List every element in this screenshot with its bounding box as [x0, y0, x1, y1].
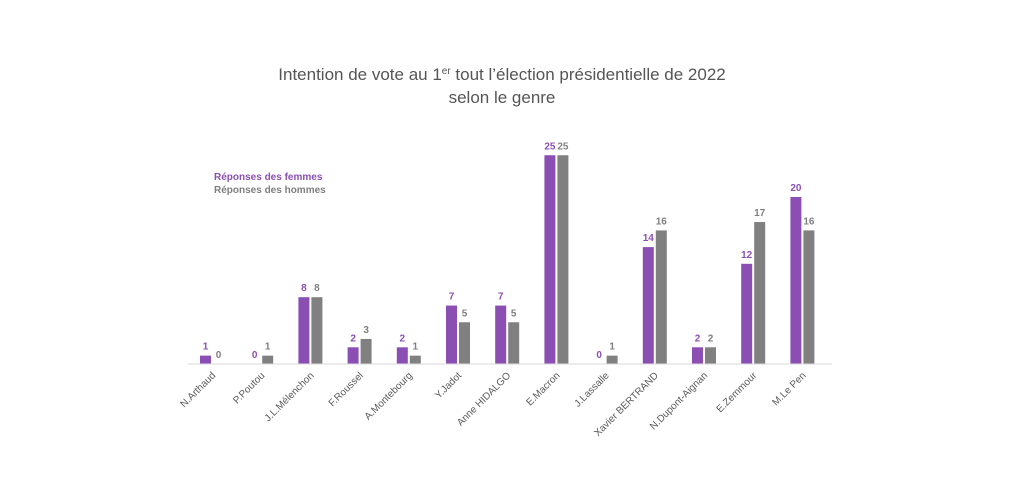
data-label-hommes-n-dupont-aignan: 2 — [708, 333, 714, 344]
legend: Réponses des femmes Réponses des hommes — [214, 171, 326, 197]
bar-femmes-y-jadot — [446, 305, 457, 364]
bar-femmes-e-macron — [544, 155, 556, 364]
data-label-hommes-e-macron: 25 — [557, 141, 569, 152]
bar-femmes-n-dupont-aignan — [692, 347, 703, 364]
x-tick-label-e-macron: E.Macron — [524, 370, 562, 408]
x-tick-label-e-zemmour: E.Zemmour — [715, 370, 760, 415]
data-label-hommes-m-le-pen: 16 — [803, 216, 815, 227]
bar-femmes-f-roussel — [347, 347, 359, 364]
x-tick-label-anne-hidalgo: Anne HIDALGO — [455, 370, 513, 428]
x-tick-label-p-poutou: P.Poutou — [231, 370, 267, 406]
data-label-femmes-p-poutou: 0 — [252, 350, 258, 361]
data-label-hommes-anne-hidalgo: 5 — [511, 308, 517, 319]
bar-hommes-p-poutou — [262, 355, 274, 364]
data-label-hommes-y-jadot: 5 — [462, 308, 468, 319]
bar-hommes-xavier-bertrand — [655, 230, 667, 364]
bar-femmes-e-zemmour — [741, 263, 753, 364]
data-label-femmes-f-roussel: 2 — [350, 333, 356, 344]
bar-hommes-anne-hidalgo — [508, 322, 520, 364]
data-label-hommes-e-zemmour: 17 — [754, 208, 766, 219]
x-tick-label-m-le-pen: M.Le Pen — [770, 370, 808, 408]
bar-hommes-e-zemmour — [754, 222, 766, 364]
bar-hommes-y-jadot — [459, 322, 470, 364]
data-label-femmes-e-zemmour: 12 — [741, 250, 753, 261]
bar-hommes-e-macron — [557, 155, 569, 364]
data-label-hommes-a-montebourg: 1 — [413, 342, 419, 353]
data-label-femmes-n-dupont-aignan: 2 — [695, 333, 701, 344]
bar-femmes-m-le-pen — [790, 197, 802, 364]
title-text-part-1: Intention de vote au 1 — [278, 65, 442, 84]
data-label-hommes-p-poutou: 1 — [265, 342, 271, 353]
bar-hommes-m-le-pen — [803, 230, 815, 364]
chart-title-line-1: Intention de vote au 1er tout l’élection… — [0, 60, 1004, 86]
data-label-femmes-j-lassalle: 0 — [596, 350, 602, 361]
chart-title-line-2: selon le genre — [448, 88, 556, 107]
x-tick-label-y-jadot: Y.Jadot — [433, 370, 464, 401]
data-label-femmes-y-jadot: 7 — [449, 292, 455, 303]
bar-hommes-n-dupont-aignan — [705, 347, 716, 364]
data-label-femmes-e-macron: 25 — [544, 141, 556, 152]
data-label-femmes-j-l-melenchon: 8 — [301, 283, 307, 294]
x-tick-label-n-arthaud: N.Arthaud — [179, 370, 219, 410]
data-label-femmes-n-arthaud: 1 — [203, 342, 209, 353]
bar-hommes-f-roussel — [360, 338, 372, 364]
data-label-hommes-n-arthaud: 0 — [216, 350, 222, 361]
title-superscript: er — [441, 66, 451, 77]
bar-hommes-j-l-melenchon — [311, 297, 323, 364]
data-label-hommes-j-l-melenchon: 8 — [314, 283, 320, 294]
bar-hommes-a-montebourg — [409, 355, 421, 364]
bar-femmes-n-arthaud — [200, 355, 211, 364]
x-tick-label-a-montebourg: A.Montebourg — [363, 370, 415, 422]
data-label-hommes-j-lassalle: 1 — [609, 342, 615, 353]
data-label-femmes-a-montebourg: 2 — [400, 333, 406, 344]
data-label-hommes-f-roussel: 3 — [363, 325, 369, 336]
x-tick-label-j-lassalle: J.Lassalle — [572, 370, 612, 410]
legend-entry-femmes: Réponses des femmes — [214, 172, 323, 183]
data-label-femmes-m-le-pen: 20 — [790, 183, 802, 194]
title-text-part-2: tout l’élection présidentielle de 2022 — [450, 65, 726, 84]
bar-femmes-anne-hidalgo — [495, 305, 507, 364]
x-tick-label-j-l-melenchon: J.L.Mélenchon — [263, 370, 317, 424]
data-label-femmes-anne-hidalgo: 7 — [498, 292, 504, 303]
data-label-hommes-xavier-bertrand: 16 — [656, 216, 668, 227]
legend-entry-hommes: Réponses des hommes — [214, 185, 326, 196]
data-label-femmes-xavier-bertrand: 14 — [643, 233, 655, 244]
bar-femmes-a-montebourg — [396, 347, 408, 364]
bar-femmes-j-l-melenchon — [298, 297, 310, 364]
chart-title: Intention de vote au 1er tout l’élection… — [0, 60, 1004, 109]
x-tick-label-f-roussel: F.Roussel — [327, 370, 366, 409]
bar-hommes-j-lassalle — [606, 355, 618, 364]
bar-femmes-xavier-bertrand — [642, 247, 654, 364]
